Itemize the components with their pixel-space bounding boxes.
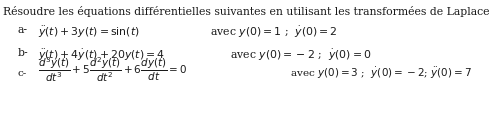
- Text: a-: a-: [18, 25, 28, 35]
- Text: $\dfrac{d^3y(t)}{dt^3}+5\dfrac{d^2y(t)}{dt^2}+6\dfrac{dy(t)}{dt}=0$: $\dfrac{d^3y(t)}{dt^3}+5\dfrac{d^2y(t)}{…: [38, 56, 187, 84]
- Text: b-: b-: [18, 48, 29, 58]
- Text: $\ddot{y}(t)+4\dot{y}(t)+20y(t)=4$: $\ddot{y}(t)+4\dot{y}(t)+20y(t)=4$: [38, 48, 165, 63]
- Text: c-: c-: [18, 68, 27, 77]
- Text: $\ddot{y}(t)+3y(t)=\sin(t)$: $\ddot{y}(t)+3y(t)=\sin(t)$: [38, 25, 140, 40]
- Text: avec $y(0)=1$ ;  $\dot{y}(0)=2$: avec $y(0)=1$ ; $\dot{y}(0)=2$: [210, 25, 338, 40]
- Text: avec $y(0)=-2$ ;  $\dot{y}(0)=0$: avec $y(0)=-2$ ; $\dot{y}(0)=0$: [230, 48, 371, 63]
- Text: Résoudre les équations différentielles suivantes en utilisant les transformées d: Résoudre les équations différentielles s…: [3, 6, 492, 17]
- Text: avec $y(0)=3$ ;  $\dot{y}(0)=-2$; $\ddot{y}(0)=7$: avec $y(0)=3$ ; $\dot{y}(0)=-2$; $\ddot{…: [290, 65, 472, 81]
